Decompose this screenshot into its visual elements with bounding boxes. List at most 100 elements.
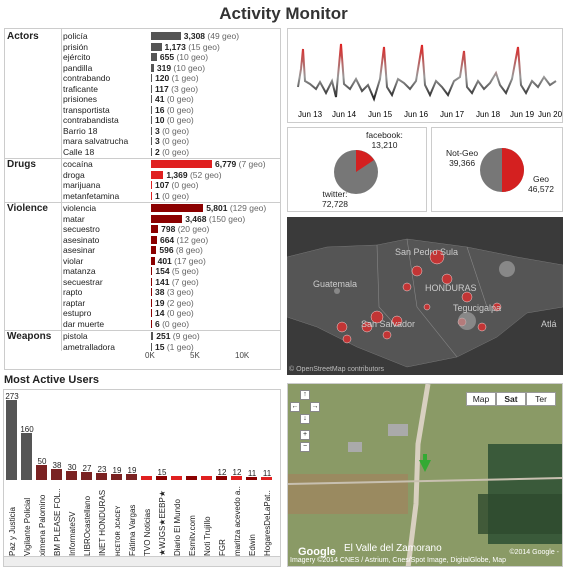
user-value: 12 [217, 468, 227, 478]
keyword-row[interactable]: asesinato 664 (12 geo) [63, 235, 281, 245]
notgeo-label: Not-Geo 39,366 [446, 148, 478, 168]
keyword-geo: (0 geo) [162, 125, 190, 136]
keyword-row[interactable]: prisión 1,173 (15 geo) [63, 42, 281, 52]
keyword-value: 141 (7 geo) [155, 276, 199, 287]
keyword-geo: (0 geo) [166, 115, 194, 125]
keyword-row[interactable]: secuestro 798 (20 geo) [63, 224, 281, 234]
user-name: TVO Noticias [143, 508, 152, 556]
keyword-bar [151, 74, 153, 82]
keyword-geo: (7 geo) [238, 159, 266, 169]
keyword-row[interactable]: contrabando 120 (1 geo) [63, 73, 281, 83]
keyword-row[interactable]: droga 1,369 (52 geo) [63, 170, 281, 180]
user-bar[interactable] [66, 471, 77, 480]
keyword-bar [151, 84, 153, 93]
keyword-row[interactable]: estupro 14 (0 geo) [63, 308, 281, 318]
user-bar[interactable] [111, 474, 122, 480]
keyword-row[interactable]: Calle 18 2 (0 geo) [63, 147, 281, 157]
zoom-out-icon[interactable]: − [300, 442, 310, 452]
facebook-value: 13,210 [371, 140, 398, 150]
keyword-row[interactable]: Barrio 18 3 (0 geo) [63, 126, 281, 136]
pan-left-icon[interactable]: ← [290, 402, 300, 412]
dark-map[interactable]: San Pedro Sula Guatemala HONDURAS Teguci… [287, 217, 563, 375]
user-bar[interactable] [36, 465, 47, 480]
keyword-label: ejército [63, 52, 91, 62]
zoom-in-icon[interactable]: + [300, 430, 310, 440]
user-bar[interactable] [21, 433, 32, 480]
keyword-row[interactable]: contrabandista 10 (0 geo) [63, 115, 281, 125]
user-bar[interactable] [186, 476, 197, 480]
keyword-row[interactable]: policía 3,308 (49 geo) [63, 31, 281, 41]
user-name: ximena Palomino [38, 494, 47, 556]
pan-up-icon[interactable]: ↑ [300, 390, 310, 400]
keyword-row[interactable]: matar 3,468 (150 geo) [63, 214, 281, 224]
user-bar[interactable] [126, 474, 137, 480]
keyword-label: contrabandista [63, 115, 119, 125]
keyword-row[interactable]: mara salvatrucha 3 (0 geo) [63, 136, 281, 146]
user-bar[interactable] [261, 476, 272, 480]
keyword-row[interactable]: pistola 251 (9 geo) [63, 331, 281, 341]
keyword-row[interactable]: prisiones 41 (0 geo) [63, 94, 281, 104]
keyword-row[interactable]: cocaína 6,779 (7 geo) [63, 159, 281, 169]
keyword-row[interactable]: marijuana 107 (0 geo) [63, 180, 281, 190]
timeline-chart: Jun 13 Jun 14 Jun 15 Jun 16 Jun 17 Jun 1… [287, 28, 563, 123]
user-bar[interactable] [141, 475, 152, 480]
keyword-row[interactable]: ametralladora 15 (1 geo) [63, 342, 281, 352]
users-chart: 273 Paz y Justicia 160 Vigilante Policial 50… [3, 389, 281, 567]
keyword-bar [151, 256, 155, 265]
user-bar[interactable] [201, 476, 212, 480]
keyword-row[interactable]: matanza 154 (5 geo) [63, 266, 281, 276]
map-type-map-button[interactable]: Map [466, 392, 496, 406]
keyword-row[interactable]: pandilla 319 (10 geo) [63, 63, 281, 73]
user-name: Fátima Vargas [128, 504, 137, 556]
user-value: 12 [232, 468, 242, 478]
keyword-label: raptar [63, 297, 86, 308]
keyword-value: 401 (17 geo) [157, 255, 206, 266]
user-name: LIBROcastellano [83, 495, 92, 556]
keyword-label: traficante [63, 83, 98, 94]
user-bar[interactable] [246, 476, 257, 480]
keyword-row[interactable]: raptar 19 (2 geo) [63, 298, 281, 308]
keyword-row[interactable]: secuestrar 141 (7 geo) [63, 277, 281, 287]
keyword-bar [151, 116, 152, 124]
satellite-map[interactable]: Map Sat Ter ↑ ← → ↓ + − Google El Valle … [287, 383, 563, 567]
keyword-bar [151, 126, 152, 135]
keyword-bar [151, 137, 152, 145]
pan-right-icon[interactable]: → [310, 402, 320, 412]
keyword-row[interactable]: dar muerte 6 (0 geo) [63, 319, 281, 329]
user-name: Noti Trujillo [203, 516, 212, 556]
keyword-bar [151, 309, 152, 317]
pan-down-icon[interactable]: ↓ [300, 414, 310, 424]
user-bar[interactable] [81, 472, 92, 480]
map-copyright: ©2014 Google - [509, 549, 559, 556]
keyword-row[interactable]: transportista 16 (0 geo) [63, 105, 281, 115]
keyword-row[interactable]: violar 401 (17 geo) [63, 256, 281, 266]
user-name: maritza acevedo a.. [233, 486, 242, 556]
pie-slice-geo[interactable] [502, 148, 524, 192]
keyword-bar [151, 181, 152, 189]
keyword-row[interactable]: rapto 38 (3 geo) [63, 287, 281, 297]
user-bar[interactable] [6, 400, 17, 480]
user-bar[interactable] [216, 476, 227, 480]
keyword-row[interactable]: violencia 5,801 (129 geo) [63, 203, 281, 213]
keyword-row[interactable]: metanfetamina 1 (0 geo) [63, 191, 281, 201]
map-type-ter-button[interactable]: Ter [526, 392, 556, 406]
keyword-geo: (0 geo) [166, 94, 194, 104]
pie-slice-facebook[interactable] [356, 150, 374, 172]
user-name: Esmitv.com [188, 515, 197, 556]
users-scrollbar[interactable] [4, 556, 280, 566]
keyword-geo: (150 geo) [208, 213, 246, 224]
keyword-value: 3 (0 geo) [155, 136, 190, 146]
keyword-value: 1,369 (52 geo) [166, 169, 222, 180]
keyword-row[interactable]: asesinar 596 (8 geo) [63, 245, 281, 255]
tick-label: Jun 14 [332, 110, 357, 119]
keyword-row[interactable]: traficante 117 (3 geo) [63, 84, 281, 94]
user-bar[interactable] [51, 468, 62, 480]
user-bar[interactable] [171, 475, 182, 480]
user-bar[interactable] [156, 475, 167, 480]
imagery-credit: Imagery ©2014 CNES / Astrium, Cnes/Spot … [290, 557, 507, 564]
map-type-sat-button[interactable]: Sat [496, 392, 526, 406]
user-bar[interactable] [96, 473, 107, 480]
user-bar[interactable] [231, 476, 242, 480]
location-marker-icon[interactable] [418, 454, 432, 472]
keyword-row[interactable]: ejército 655 (10 geo) [63, 52, 281, 62]
